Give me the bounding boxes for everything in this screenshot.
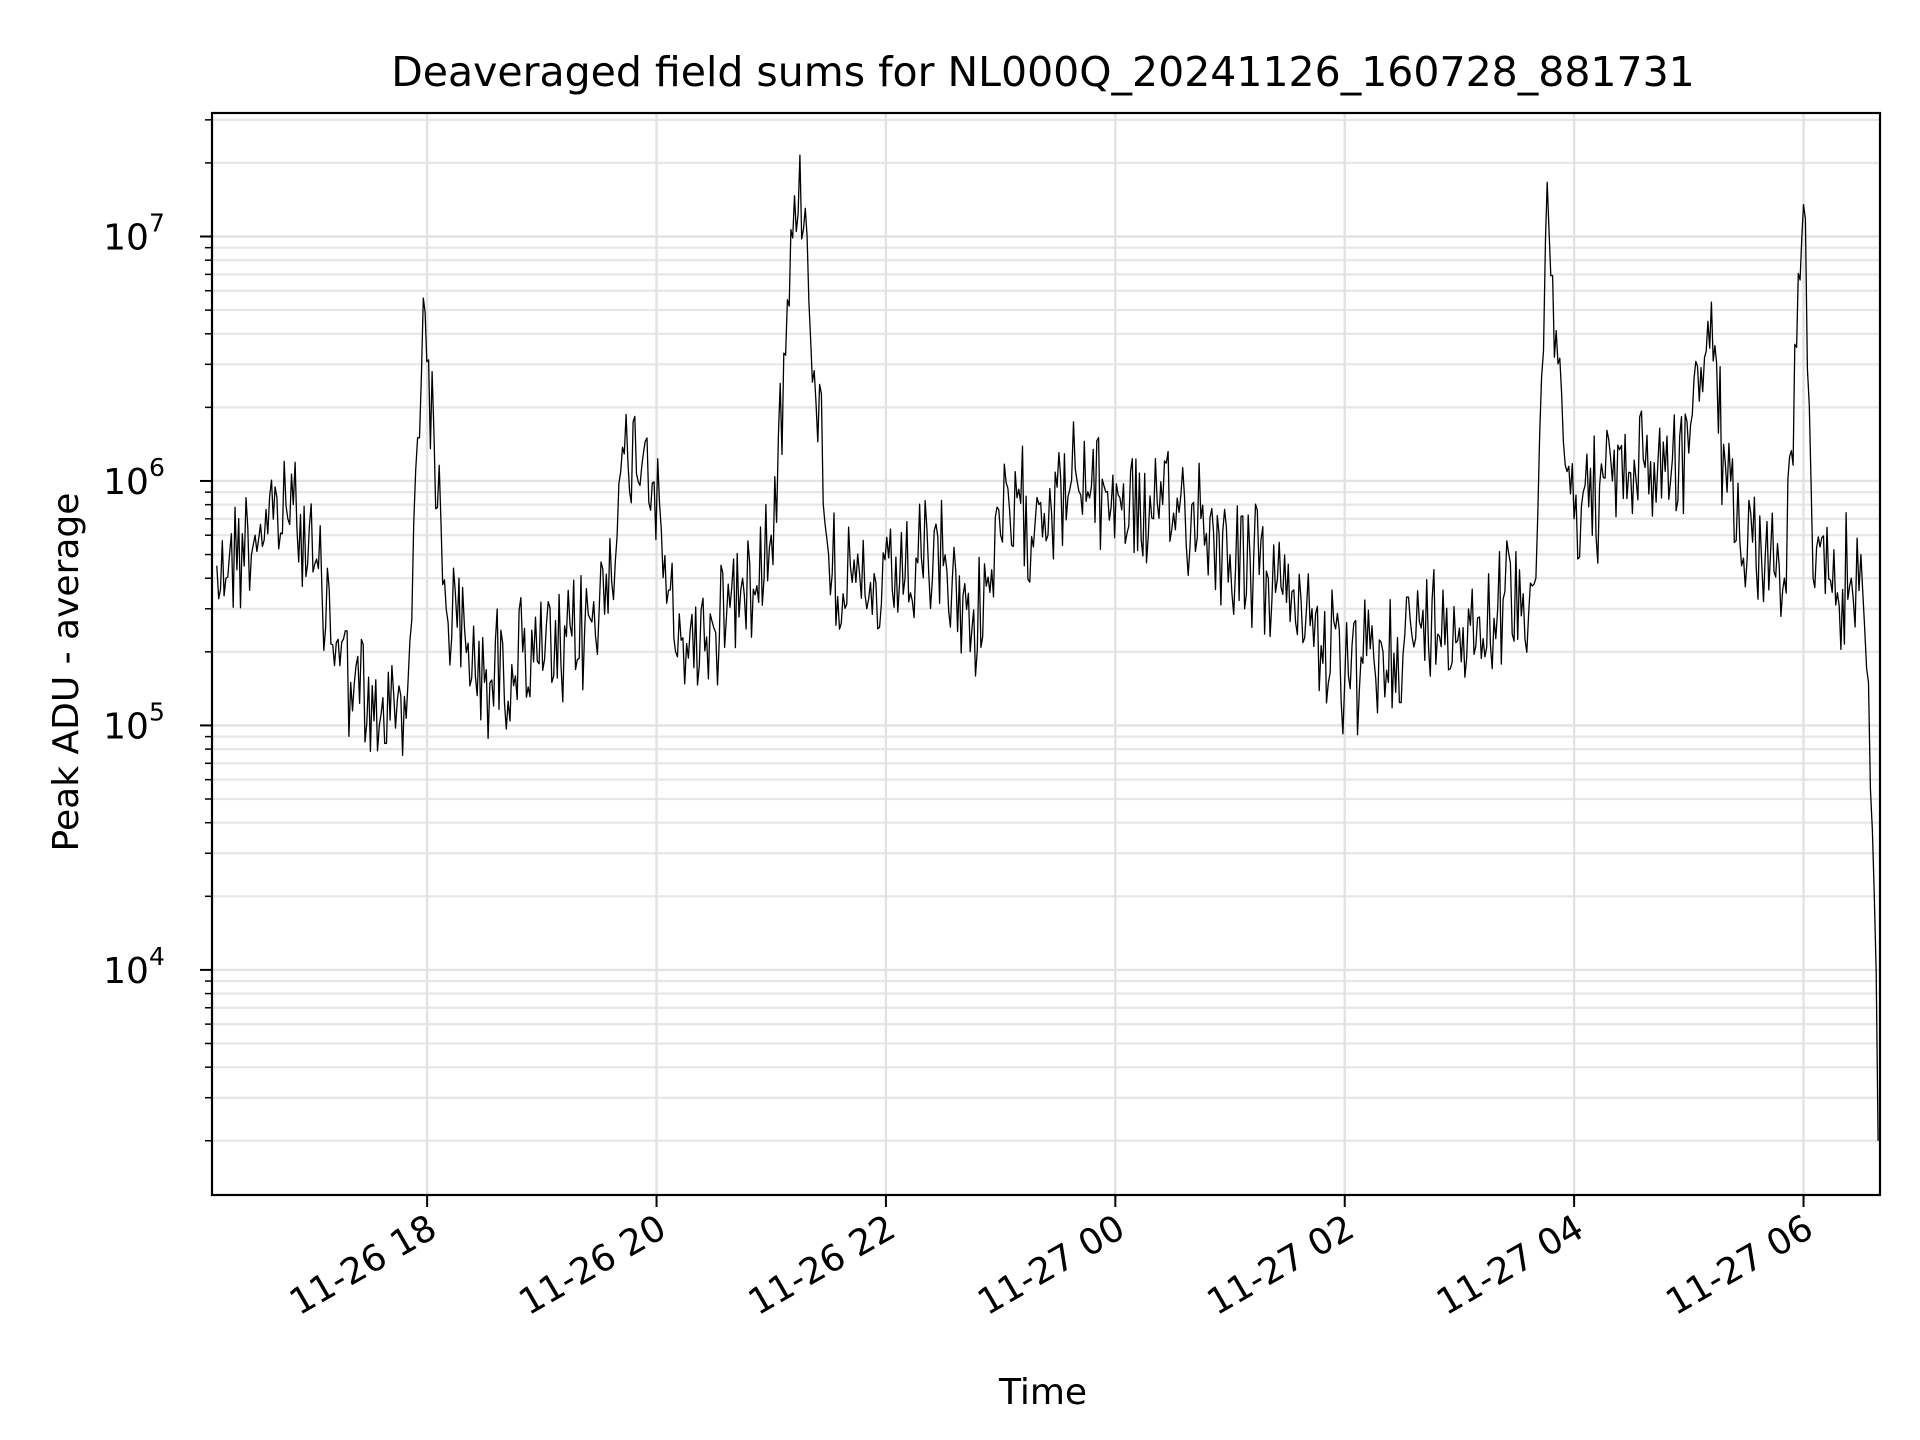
chart-title: Deaveraged field sums for NL000Q_2024112… (391, 48, 1695, 96)
y-axis-ticks: 104 105 106 107 (103, 208, 212, 992)
plot-frame (210, 111, 1882, 1197)
series-line (216, 154, 1879, 1141)
x-axis-label: Time (998, 1372, 1087, 1413)
y-tick-label: 105 (103, 697, 165, 747)
y-tick-label: 106 (103, 453, 165, 503)
major-gridlines (212, 113, 1880, 1195)
y-tick-label: 104 (103, 942, 165, 992)
series-layer (216, 154, 1879, 1141)
y-tick-label: 107 (103, 208, 165, 258)
minor-gridlines (205, 118, 1880, 1142)
y-axis-label: Peak ADU - average (46, 493, 87, 852)
